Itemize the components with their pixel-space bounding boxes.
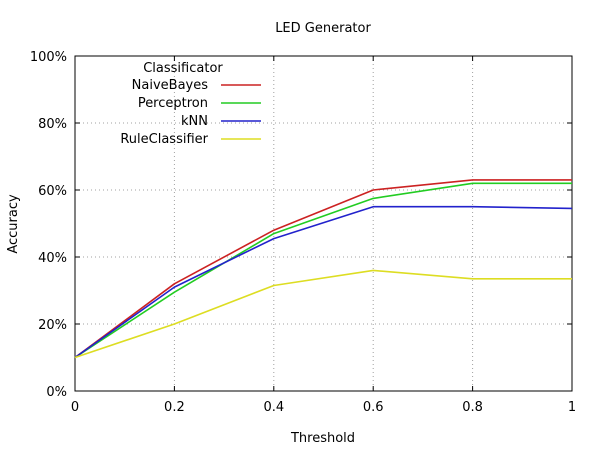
- legend-label-ruleclassifier: RuleClassifier: [120, 132, 208, 147]
- x-tick-label: 0.4: [263, 400, 284, 415]
- x-tick-label: 1: [568, 400, 576, 415]
- y-tick-label: 20%: [38, 318, 67, 333]
- plot-frame: [74, 55, 573, 392]
- legend-label-naivebayes: NaiveBayes: [132, 78, 209, 93]
- legend: Classificator NaiveBayes Perceptron kNN Rul…: [120, 61, 261, 147]
- x-tick-label: 0.6: [363, 400, 384, 415]
- y-tick-label: 0%: [46, 385, 67, 400]
- y-tick-label: 80%: [38, 117, 67, 132]
- series-layer: [74, 179, 573, 359]
- chart-title: LED Generator: [275, 21, 371, 36]
- legend-title: Classificator: [143, 61, 223, 76]
- y-tick-label: 60%: [38, 184, 67, 199]
- y-axis-label: Accuracy: [6, 194, 21, 254]
- x-axis-label: Threshold: [290, 431, 355, 446]
- series-line-knn: [74, 205, 573, 359]
- x-tick-label: 0: [71, 400, 79, 415]
- x-tick-label: 0.2: [164, 400, 185, 415]
- series-line-perceptron: [74, 182, 572, 359]
- y-tick-label: 40%: [38, 251, 67, 266]
- x-tick-label: 0.8: [462, 400, 483, 415]
- y-tick-label: 100%: [30, 50, 67, 65]
- series-line-naivebayes: [74, 179, 572, 359]
- legend-label-perceptron: Perceptron: [138, 96, 208, 111]
- tick-layer: 0 0.2 0.4 0.6 0.8 1 0% 20% 40% 60% 80% 100%: [30, 50, 576, 415]
- series-line-ruleclassifier: [74, 269, 572, 359]
- legend-label-knn: kNN: [181, 114, 208, 129]
- grid-layer: [75, 56, 572, 391]
